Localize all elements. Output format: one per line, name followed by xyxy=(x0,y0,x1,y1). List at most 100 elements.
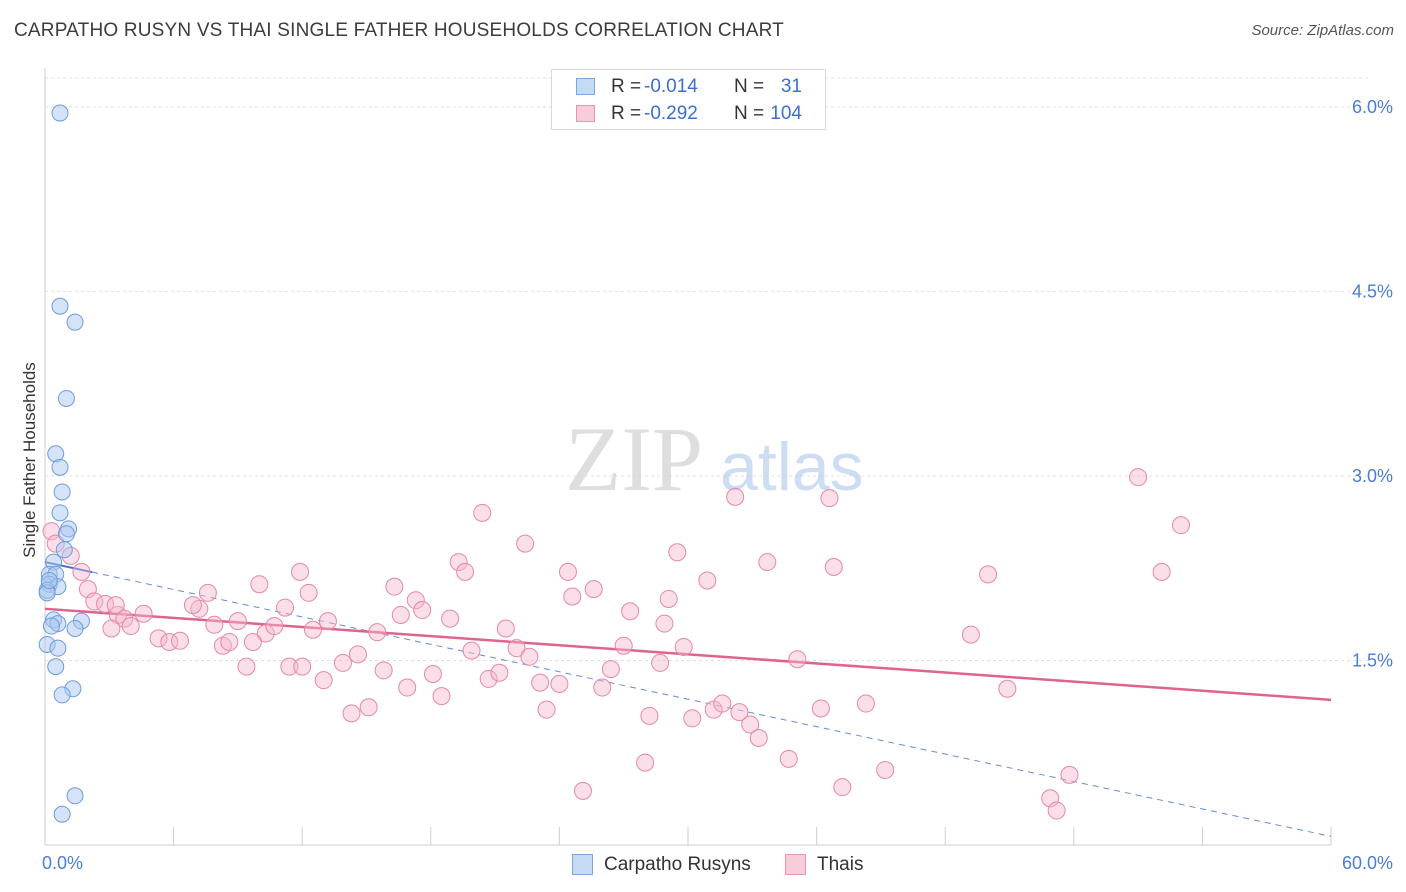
carpatho-rusyns-point xyxy=(53,686,71,704)
legend-n-value: 31 xyxy=(780,76,802,97)
thais-point xyxy=(490,663,509,682)
thais-point xyxy=(183,596,202,615)
thais-point xyxy=(537,700,556,719)
thais-point xyxy=(106,596,125,615)
legend-n-value: 104 xyxy=(770,103,802,124)
thais-point xyxy=(601,660,620,679)
thais-point xyxy=(134,604,153,623)
thais-point xyxy=(406,591,425,610)
thais-point xyxy=(573,781,592,800)
axes xyxy=(44,68,1332,846)
thais-point xyxy=(1152,562,1171,581)
thais-point xyxy=(1047,801,1066,820)
thais-point xyxy=(961,625,980,644)
thais-point xyxy=(342,704,361,723)
legend-row-thais: R = -0.292 N = 104 xyxy=(576,102,826,126)
thais-point xyxy=(205,615,224,634)
thais-point xyxy=(979,565,998,584)
carpatho-rusyns-point xyxy=(55,541,73,559)
thais-point xyxy=(674,637,693,656)
carpatho-rusyns-point xyxy=(40,572,58,590)
thais-point xyxy=(558,562,577,581)
bottom-legend-swatch-blue xyxy=(572,854,593,875)
thais-point xyxy=(741,715,760,734)
thais-point xyxy=(507,639,526,658)
thais-point xyxy=(280,657,299,676)
carpatho-rusyns-point xyxy=(51,297,69,315)
thais-point xyxy=(730,703,749,722)
thais-point xyxy=(318,612,337,631)
thais-point xyxy=(758,553,777,572)
thais-point xyxy=(423,665,442,684)
carpatho-rusyns-point xyxy=(57,389,75,407)
carpatho-rusyns-point xyxy=(51,504,69,522)
thais-point xyxy=(85,592,104,611)
legend-r-label: R = xyxy=(611,103,642,124)
legend-r-label: R = xyxy=(611,76,642,97)
thais-point xyxy=(698,571,717,590)
thais-point xyxy=(171,631,190,650)
legend-row-carpatho-rusyns: R = -0.014 N = 31 xyxy=(576,75,826,99)
thais-point xyxy=(516,534,535,553)
thais-point xyxy=(299,583,318,602)
thais-point xyxy=(237,657,256,676)
thais-point xyxy=(456,562,475,581)
carpatho-rusyns-trend-dashed xyxy=(92,571,1332,837)
thais-point xyxy=(333,653,352,672)
thais-point xyxy=(385,577,404,596)
thais-point xyxy=(291,562,310,581)
thais-point xyxy=(413,601,432,620)
thais-point xyxy=(115,609,134,628)
thais-point xyxy=(659,589,678,608)
thais-point xyxy=(359,698,378,717)
thais-point xyxy=(449,553,468,572)
thais-point xyxy=(198,583,217,602)
thais-point xyxy=(250,575,269,594)
thais-point xyxy=(593,678,612,697)
legend-swatch-pink xyxy=(576,105,595,122)
legend-r-value: -0.014 xyxy=(644,76,698,97)
legend: R = -0.014 N = 31 R = -0.292 N = 104 xyxy=(551,69,826,130)
carpatho-rusyns-point xyxy=(66,619,84,637)
thais-point xyxy=(636,753,655,772)
carpatho-rusyns-point xyxy=(49,639,67,657)
carpatho-rusyns-point xyxy=(51,104,69,122)
thais-point xyxy=(563,587,582,606)
thais-point xyxy=(1129,468,1148,487)
thais-point xyxy=(779,749,798,768)
thais-point xyxy=(651,653,670,672)
thais-point xyxy=(121,617,140,636)
bottom-legend-label: Carpatho Rusyns xyxy=(604,854,751,875)
thais-point xyxy=(683,709,702,728)
thais-point xyxy=(531,673,550,692)
thais-point xyxy=(303,620,322,639)
carpatho-rusyns-point xyxy=(51,458,69,476)
data-points xyxy=(38,104,1190,823)
thais-point xyxy=(749,728,768,747)
thais-point xyxy=(398,678,417,697)
thais-point xyxy=(584,580,603,599)
thais-point xyxy=(820,489,839,508)
thais-point xyxy=(479,669,498,688)
thais-point xyxy=(856,694,875,713)
thais-point xyxy=(614,636,633,655)
carpatho-rusyns-point xyxy=(53,483,71,501)
thais-point xyxy=(788,650,807,669)
source-label: Source: ZipAtlas.com xyxy=(1251,22,1394,39)
carpatho-rusyns-point xyxy=(53,805,71,823)
thais-point xyxy=(149,629,168,648)
thais-point xyxy=(441,609,460,628)
bottom-legend: Carpatho Rusyns Thais xyxy=(0,852,1406,878)
tick-labels: 1.5% 3.0% 4.5% 6.0% 0.0% 60.0% xyxy=(42,97,1393,873)
thais-point xyxy=(72,562,91,581)
legend-n-label: N = xyxy=(734,76,765,97)
thais-point xyxy=(520,647,539,666)
legend-swatch-blue xyxy=(576,78,595,95)
y-tick-label: 4.5% xyxy=(1352,281,1393,301)
thais-point xyxy=(391,605,410,624)
thais-point xyxy=(432,687,451,706)
thais-point xyxy=(374,661,393,680)
y-tick-label: 1.5% xyxy=(1352,650,1393,670)
thais-point xyxy=(998,679,1017,698)
